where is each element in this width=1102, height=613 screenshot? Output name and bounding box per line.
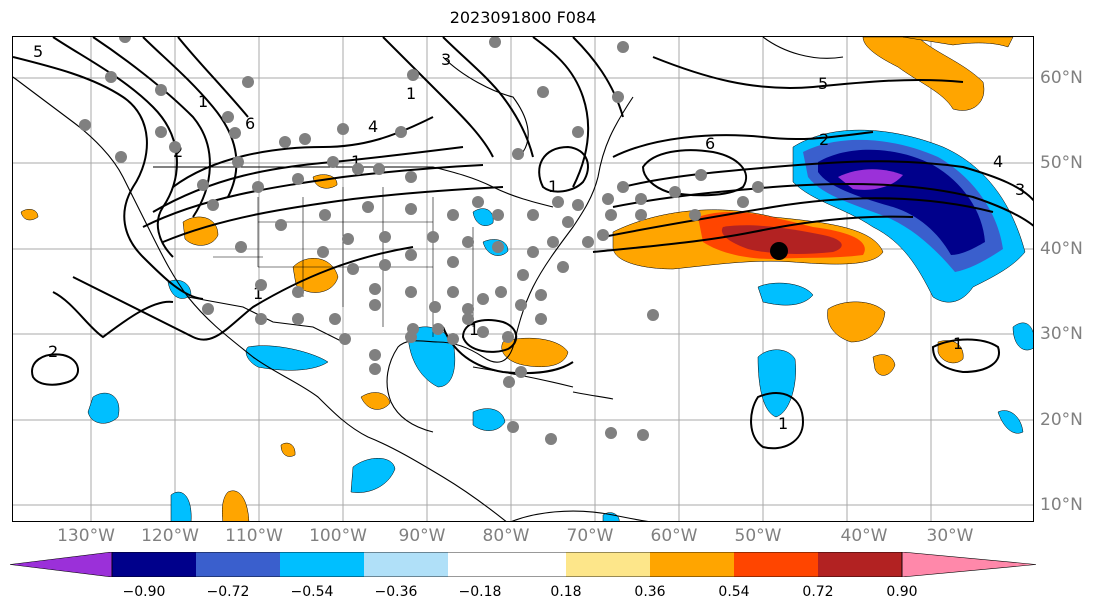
- contour-label: 2: [819, 130, 829, 149]
- lat-label: 50°N: [1040, 153, 1083, 173]
- lon-label: 90°W: [398, 526, 446, 546]
- neg-blob-east: [1012, 322, 1033, 351]
- pos-blob-greenland: [902, 37, 1014, 48]
- contour-label: 6: [705, 134, 715, 153]
- lon-label: 30°W: [926, 526, 974, 546]
- colorbar-segment: [10, 552, 113, 577]
- contour-label: 4: [993, 152, 1003, 171]
- contour-label: 3: [441, 50, 451, 69]
- colorbar-segment: [901, 552, 1036, 577]
- colorbar-segment: [448, 552, 566, 577]
- colorbar-segment: [112, 552, 196, 577]
- greenland-coast: [762, 37, 844, 59]
- lat-label: 30°N: [1040, 324, 1083, 344]
- lon-label: 60°W: [650, 526, 698, 546]
- lon-label: 130°W: [57, 526, 115, 546]
- neg-blob-atl2: [757, 349, 796, 418]
- neg-blob-atl: [757, 282, 814, 306]
- south-america-coast: [511, 510, 649, 521]
- contour-label: 1: [253, 284, 263, 303]
- lon-label: 40°W: [840, 526, 888, 546]
- colorbar-tick: 0.72: [802, 584, 834, 600]
- colorbar-tick: 0.90: [886, 584, 918, 600]
- pos-blob-mex: [360, 392, 391, 410]
- colorbar-tick: −0.90: [122, 584, 166, 600]
- lon-label: 80°W: [482, 526, 530, 546]
- neg-blob-pac1: [87, 392, 120, 424]
- colorbar-segment: [566, 552, 650, 577]
- na-east-coast: [386, 96, 634, 433]
- neg-blob-mex2: [350, 458, 396, 493]
- contour-label: 2: [48, 342, 58, 361]
- pos-blob-pac2: [20, 209, 39, 221]
- map-svg: 5 1 4 6 2 1 3 1 2 1 6 1 5 4 3 1 1 1 2: [13, 37, 1033, 521]
- hispaniola: [572, 391, 614, 400]
- colorbar-tick: 0.36: [634, 584, 666, 600]
- colorbar-tick: 0.54: [718, 584, 750, 600]
- us-mexico-border: [187, 296, 344, 343]
- colorbar-segment: [196, 552, 280, 577]
- colorbar-segment: [650, 552, 734, 577]
- lon-label: 120°W: [141, 526, 199, 546]
- colorbar-tick: −0.54: [290, 584, 334, 600]
- contour-label: 3: [1015, 180, 1025, 199]
- neg-blob-mex1: [245, 345, 329, 371]
- pos-blob-gulf: [501, 337, 569, 368]
- colorbar: [10, 552, 1036, 577]
- colorbar-tick: 0.18: [550, 584, 582, 600]
- colorbar-tick: −0.18: [458, 584, 502, 600]
- contour-label: 4: [368, 117, 378, 136]
- contour-label: 6: [245, 114, 255, 133]
- colorbar-segment: [734, 552, 818, 577]
- colorbar-segment: [818, 552, 902, 577]
- pos-blob-pac: [221, 490, 250, 521]
- anomaly-shading: [20, 37, 1033, 521]
- contour-label: 1: [953, 334, 963, 353]
- map-title: 2023091800 F084: [449, 8, 597, 27]
- colorbar-tick: −0.72: [206, 584, 250, 600]
- contour-label: 1: [548, 177, 558, 196]
- contour-label: 5: [818, 74, 828, 93]
- storm-position-marker: [770, 242, 788, 260]
- station-dots: [79, 37, 764, 445]
- pos-blob-atl1: [827, 301, 886, 343]
- hudson-bay: [442, 56, 529, 153]
- lat-label: 20°N: [1040, 410, 1083, 430]
- contour-labels: 5 1 4 6 2 1 3 1 2 1 6 1 5 4 3 1 1 1 2: [33, 42, 1025, 433]
- lon-label: 70°W: [566, 526, 614, 546]
- pos-blob-ne: [862, 37, 985, 111]
- lat-label: 10°N: [1040, 495, 1083, 515]
- neg-blob-great-lakes: [472, 208, 494, 226]
- lat-label: 40°N: [1040, 239, 1083, 259]
- pos-blob-pac3: [280, 442, 296, 457]
- contour-label: 1: [351, 152, 361, 171]
- lon-label: 110°W: [225, 526, 283, 546]
- pos-blob-atl2: [872, 354, 896, 376]
- contour-label: 1: [406, 84, 416, 103]
- colorbar-segment: [364, 552, 448, 577]
- contour-label: 1: [469, 320, 479, 339]
- lon-label: 50°W: [734, 526, 782, 546]
- contours: [13, 37, 1033, 450]
- lat-label: 60°N: [1040, 68, 1083, 88]
- contour-label: 1: [198, 92, 208, 111]
- lon-label: 100°W: [309, 526, 367, 546]
- map-panel: 5 1 4 6 2 1 3 1 2 1 6 1 5 4 3 1 1 1 2: [12, 36, 1034, 522]
- colorbar-tick: −0.36: [374, 584, 418, 600]
- neg-blob-east2: [997, 410, 1024, 434]
- neg-blob-central-am: [170, 491, 192, 521]
- colorbar-segment: [280, 552, 364, 577]
- contour-label: 5: [33, 42, 43, 61]
- pos-blob-west1: [182, 216, 219, 246]
- neg-blob-carib: [472, 408, 506, 431]
- contour-label: 1: [778, 414, 788, 433]
